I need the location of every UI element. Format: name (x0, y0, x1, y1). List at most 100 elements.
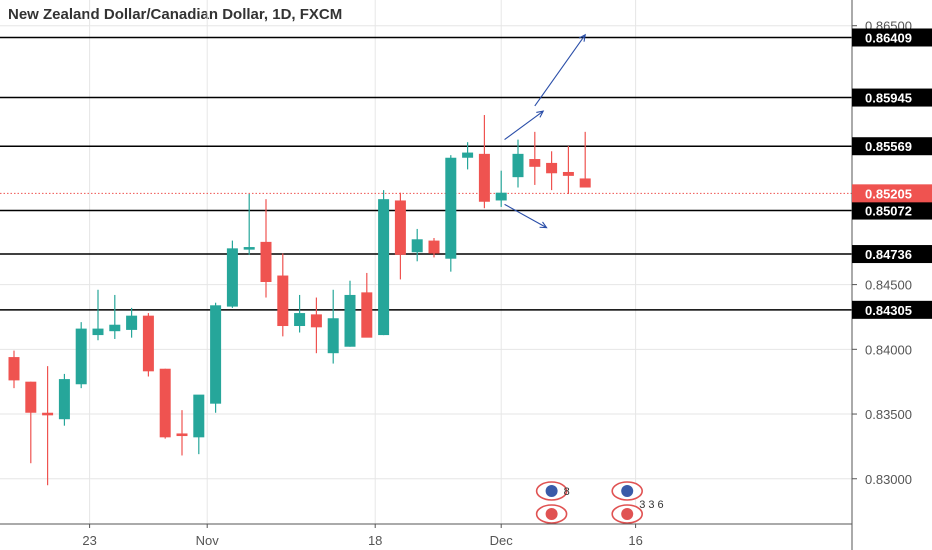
candle-body (378, 199, 390, 336)
candle[interactable] (445, 155, 457, 272)
price-badge-label: 0.84736 (865, 247, 912, 262)
candle-body (495, 192, 507, 201)
candles (8, 115, 591, 486)
candle[interactable] (378, 190, 390, 336)
event-count: 8 (564, 486, 570, 498)
support-resistance-levels (0, 36, 852, 311)
candle[interactable] (344, 280, 356, 347)
candle-body (344, 294, 356, 347)
candle[interactable] (562, 146, 574, 194)
candle[interactable] (260, 199, 272, 298)
candle[interactable] (495, 170, 507, 207)
candle-body (193, 394, 205, 438)
candle[interactable] (176, 410, 188, 456)
trend-arrows (504, 33, 586, 229)
candle-body (210, 305, 222, 404)
candle[interactable] (210, 302, 222, 413)
price-axis-bg (852, 0, 932, 550)
trend-arrow[interactable] (504, 110, 545, 141)
candle-body (142, 315, 154, 372)
price-badge-label: 0.85072 (865, 204, 912, 219)
candle-body (310, 314, 322, 328)
candle[interactable] (8, 350, 20, 389)
candle[interactable] (394, 192, 406, 280)
level-price-badge: 0.84736 (852, 245, 932, 264)
candle[interactable] (109, 294, 121, 339)
candle[interactable] (92, 289, 104, 341)
candle-body (462, 152, 474, 158)
candle[interactable] (193, 394, 205, 455)
candle-body (176, 433, 188, 437)
event-markers: 8 3 3 6 (535, 481, 664, 524)
candle-body (445, 157, 457, 259)
candle[interactable] (25, 381, 37, 464)
candle[interactable] (462, 142, 474, 170)
candle[interactable] (478, 115, 490, 209)
event-flag-icon[interactable]: 8 (535, 481, 570, 501)
trend-arrow[interactable] (504, 203, 548, 229)
candle[interactable] (546, 151, 558, 191)
candle-body (25, 381, 37, 413)
candle[interactable] (142, 313, 154, 377)
candle-body (109, 324, 121, 332)
event-calendar-icon[interactable]: 3 3 6 (611, 499, 664, 524)
candle[interactable] (226, 240, 238, 308)
y-tick-label: 0.84000 (865, 342, 912, 357)
candle[interactable] (529, 131, 541, 185)
x-tick-label: 23 (82, 533, 96, 548)
candle[interactable] (310, 297, 322, 354)
candle-body (294, 313, 306, 327)
price-badge-label: 0.85205 (865, 186, 912, 201)
candle-body (428, 240, 440, 254)
event-calendar-icon[interactable] (535, 504, 568, 524)
price-badge-label: 0.84305 (865, 303, 912, 318)
level-price-badge: 0.85945 (852, 88, 932, 107)
candle[interactable] (411, 228, 423, 262)
chart-title: New Zealand Dollar/Canadian Dollar, 1D, … (8, 6, 343, 23)
candle[interactable] (327, 289, 339, 364)
candle[interactable] (361, 272, 373, 338)
candle[interactable] (243, 193, 255, 255)
candle[interactable] (58, 373, 70, 426)
candle-body (226, 248, 238, 307)
candle[interactable] (428, 237, 440, 258)
candle-body (411, 239, 423, 253)
candle-body (260, 241, 272, 283)
price-badge-label: 0.85945 (865, 91, 912, 106)
candle[interactable] (42, 366, 54, 486)
candle-body (361, 292, 373, 338)
candle-body (478, 153, 490, 202)
candle-body (42, 412, 54, 416)
candle-body (579, 178, 591, 188)
event-count: 3 3 6 (639, 499, 663, 511)
candle[interactable] (294, 294, 306, 333)
price-badge-label: 0.85569 (865, 139, 912, 154)
candle-body (75, 328, 87, 385)
candle[interactable] (277, 253, 289, 337)
trend-arrow[interactable] (534, 33, 586, 107)
price-badge-label: 0.86409 (865, 30, 912, 45)
candle-body (546, 162, 558, 174)
candle-body (277, 275, 289, 327)
event-flag-icon[interactable] (611, 481, 644, 501)
price-badges: 0.86409 0.85945 0.85569 0.85072 0.84736 0.843… (852, 28, 932, 319)
candle-body (92, 328, 104, 336)
x-tick-label: 16 (628, 533, 642, 548)
candle[interactable] (579, 131, 591, 188)
grid (0, 0, 852, 524)
candle-body (327, 318, 339, 354)
candle-body (394, 200, 406, 255)
y-tick-label: 0.84500 (865, 278, 912, 293)
candle[interactable] (126, 307, 138, 338)
level-price-badge: 0.84305 (852, 300, 932, 319)
candle[interactable] (75, 322, 87, 389)
candle-body (126, 315, 138, 330)
level-price-badge: 0.85072 (852, 201, 932, 220)
candle-body (159, 368, 171, 438)
candle[interactable] (512, 139, 524, 188)
candle-body (58, 379, 70, 420)
last-price-badge: 0.85205 (852, 184, 932, 203)
x-tick-label: 18 (368, 533, 382, 548)
candle[interactable] (159, 368, 171, 439)
